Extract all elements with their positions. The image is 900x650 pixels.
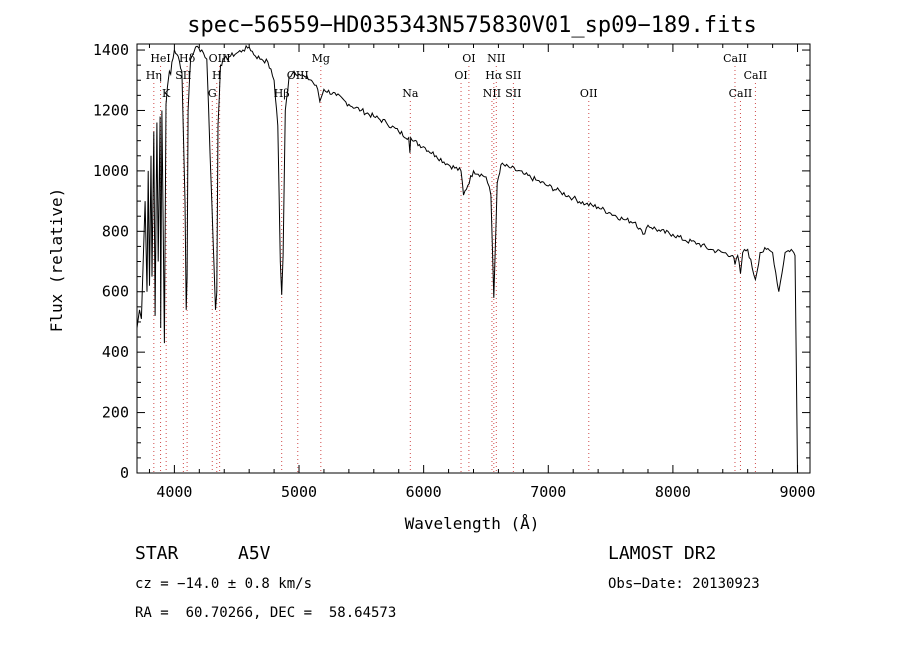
spectral-line-label: OII <box>580 87 598 100</box>
spectral-line-label: K <box>162 87 171 100</box>
spectral-line-label: CaII <box>729 87 753 100</box>
x-tick-label: 4000 <box>156 483 192 501</box>
axes <box>136 43 811 474</box>
y-tick-label: 1400 <box>93 41 129 59</box>
spectral-line-label: OIII <box>287 69 309 82</box>
spectral-line-label: Na <box>402 87 419 100</box>
x-tick-label: 6000 <box>406 483 442 501</box>
y-tick-label: 0 <box>120 464 129 482</box>
x-axis-ticks: 4000 5000 6000 7000 8000 9000 <box>148 44 816 501</box>
spectral-line-label: Hβ <box>274 87 290 100</box>
y-tick-label: 800 <box>102 222 129 240</box>
spectral-line-label: SII <box>505 87 521 100</box>
x-tick-label: 5000 <box>281 483 317 501</box>
spectral-line-label: NII <box>483 87 501 100</box>
spectral-line-label: SII <box>505 69 521 82</box>
object-type: STAR <box>135 543 179 564</box>
observation-date: Obs−Date: 20130923 <box>608 576 760 592</box>
spectral-line-label: Hδ <box>179 52 196 65</box>
survey-name: LAMOST DR2 <box>608 543 717 564</box>
spectral-line-label: CaII <box>744 69 768 82</box>
spectral-class: A5V <box>238 543 271 564</box>
spectral-line-label: OIII <box>209 52 231 65</box>
line-markers <box>153 66 756 473</box>
y-tick-label: 400 <box>102 343 129 361</box>
x-tick-label: 9000 <box>779 483 815 501</box>
plot-frame <box>136 43 811 474</box>
y-tick-label: 1200 <box>93 101 129 119</box>
y-tick-label: 600 <box>102 283 129 301</box>
chart-title: spec−56559−HD035343N575830V01_sp09−189.f… <box>187 13 757 38</box>
coordinates-text: RA = 60.70266, DEC = 58.64573 <box>135 605 397 621</box>
spectral-line-label: HeΙ <box>150 52 170 65</box>
spectrum-line <box>136 44 798 474</box>
spectral-line-label: OI <box>462 52 475 65</box>
x-axis-label: Wavelength (Å) <box>405 514 540 533</box>
spectral-line-label: Hα <box>485 69 503 82</box>
spectral-line-label: SII <box>175 69 191 82</box>
spectral-line-label: H <box>212 69 222 82</box>
spectral-line-label: Mg <box>312 52 330 65</box>
y-tick-label: 1000 <box>93 162 129 180</box>
y-axis-label: Flux (relative) <box>47 188 66 333</box>
spectral-line-label: OI <box>454 69 467 82</box>
x-tick-label: 8000 <box>655 483 691 501</box>
spectral-line-label: G <box>208 87 217 100</box>
spectral-line-label: NII <box>487 52 505 65</box>
x-tick-label: 7000 <box>530 483 566 501</box>
y-tick-label: 200 <box>102 404 129 422</box>
y-axis-ticks: 0 200 400 600 800 1000 1200 1400 <box>93 41 810 482</box>
spectral-line-label: CaII <box>723 52 747 65</box>
redshift-text: cz = −14.0 ± 0.8 km/s <box>135 576 313 592</box>
spectral-line-label: Hη <box>146 69 162 82</box>
